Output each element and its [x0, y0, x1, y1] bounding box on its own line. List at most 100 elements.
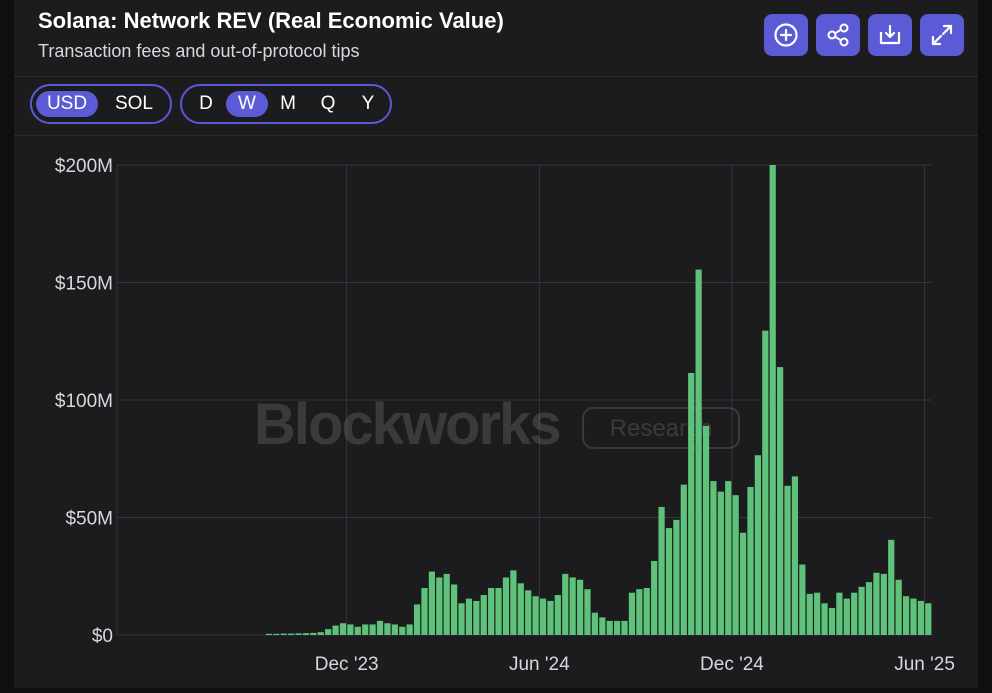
- interval-option-w[interactable]: W: [226, 91, 268, 117]
- bar: [739, 532, 747, 635]
- bar: [495, 588, 502, 635]
- bar: [443, 573, 450, 635]
- bar: [917, 600, 924, 635]
- bar: [814, 592, 821, 635]
- bar: [791, 476, 799, 635]
- bar: [680, 484, 687, 635]
- bar: [665, 528, 673, 635]
- bar: [806, 593, 813, 635]
- interval-option-m[interactable]: M: [280, 93, 296, 114]
- add-button[interactable]: [764, 14, 808, 56]
- watermark-badge-frame: [582, 407, 740, 449]
- bar: [643, 588, 650, 635]
- bar: [525, 590, 532, 635]
- bar: [502, 577, 510, 635]
- bar: [384, 623, 391, 635]
- chart-subtitle: Transaction fees and out-of-protocol tip…: [38, 41, 360, 61]
- bar: [732, 495, 739, 635]
- chart-area: Blockworks Research $0 $50M $100M $150M $200…: [14, 136, 978, 688]
- bar: [695, 269, 702, 635]
- bar: [658, 506, 665, 635]
- bar: [317, 632, 324, 635]
- bar: [688, 372, 695, 635]
- bar: [628, 592, 636, 635]
- share-button[interactable]: [816, 14, 860, 56]
- bar: [569, 577, 576, 635]
- bar: [799, 564, 806, 635]
- bar: [399, 626, 406, 635]
- bar: [451, 584, 458, 635]
- bar-chart: Blockworks Research $0 $50M $100M $150M $200…: [55, 156, 955, 675]
- bar: [488, 588, 495, 635]
- y-tick-label: $200M: [55, 156, 113, 177]
- bar: [828, 607, 836, 635]
- expand-button[interactable]: [920, 14, 964, 56]
- bar: [295, 633, 302, 635]
- bar: [880, 573, 887, 635]
- interval-option-q[interactable]: Q: [320, 93, 336, 114]
- bar: [562, 573, 569, 635]
- interval-option-y[interactable]: Y: [361, 93, 375, 114]
- bar: [554, 595, 561, 635]
- bar: [851, 592, 858, 635]
- bar: [599, 617, 606, 635]
- interval-option-d[interactable]: D: [199, 93, 213, 114]
- watermark: Blockworks Research: [254, 392, 740, 457]
- bar: [888, 539, 895, 635]
- bar: [784, 485, 791, 635]
- bar: [517, 583, 524, 635]
- download-button[interactable]: [868, 14, 912, 56]
- bar: [584, 589, 591, 635]
- bar: [539, 598, 547, 635]
- bar: [376, 620, 384, 635]
- interval-toggle: D W M Q Y: [180, 84, 392, 124]
- bar: [436, 577, 443, 635]
- bar: [465, 598, 473, 635]
- bar: [339, 623, 347, 635]
- bar: [910, 598, 917, 635]
- currency-option-sol[interactable]: SOL: [114, 93, 154, 114]
- chart-panel: Solana: Network REV (Real Economic Value…: [14, 0, 978, 688]
- bar: [265, 633, 272, 635]
- bar: [873, 572, 880, 635]
- bar: [895, 579, 902, 635]
- bar: [273, 633, 280, 635]
- bar: [480, 595, 487, 635]
- bar: [836, 592, 843, 635]
- bar: [762, 330, 769, 635]
- bar: [532, 596, 539, 635]
- x-tick-label: Dec '24: [700, 654, 764, 675]
- bar: [428, 571, 435, 635]
- bar: [458, 603, 465, 635]
- y-tick-label: $0: [92, 626, 113, 647]
- share-icon: [827, 23, 849, 47]
- x-tick-label: Jun '25: [894, 654, 955, 675]
- bar: [310, 632, 317, 635]
- chart-title: Solana: Network REV (Real Economic Value…: [38, 8, 504, 33]
- bar: [614, 620, 621, 635]
- bar: [925, 603, 932, 635]
- watermark-brand: Blockworks: [254, 392, 560, 457]
- x-tick-label: Jun '24: [509, 654, 570, 675]
- bar: [777, 367, 784, 635]
- bar: [354, 626, 361, 635]
- bar: [362, 624, 369, 635]
- bar: [902, 596, 910, 635]
- bar: [280, 633, 287, 635]
- watermark-badge: Research: [610, 415, 713, 442]
- bar: [651, 560, 658, 635]
- bar: [510, 570, 517, 635]
- bar: [413, 604, 421, 635]
- bar: [473, 600, 480, 635]
- bar: [636, 589, 643, 635]
- bar: [754, 455, 761, 635]
- bar: [710, 481, 717, 635]
- bar: [725, 481, 732, 635]
- bar: [406, 624, 413, 635]
- chart-toolbar: USD SOL D W M Q Y: [14, 77, 978, 136]
- bar: [621, 620, 628, 635]
- currency-option-usd[interactable]: USD: [36, 91, 98, 117]
- bar: [865, 582, 873, 635]
- bar: [547, 600, 554, 635]
- currency-toggle: USD SOL: [30, 84, 172, 124]
